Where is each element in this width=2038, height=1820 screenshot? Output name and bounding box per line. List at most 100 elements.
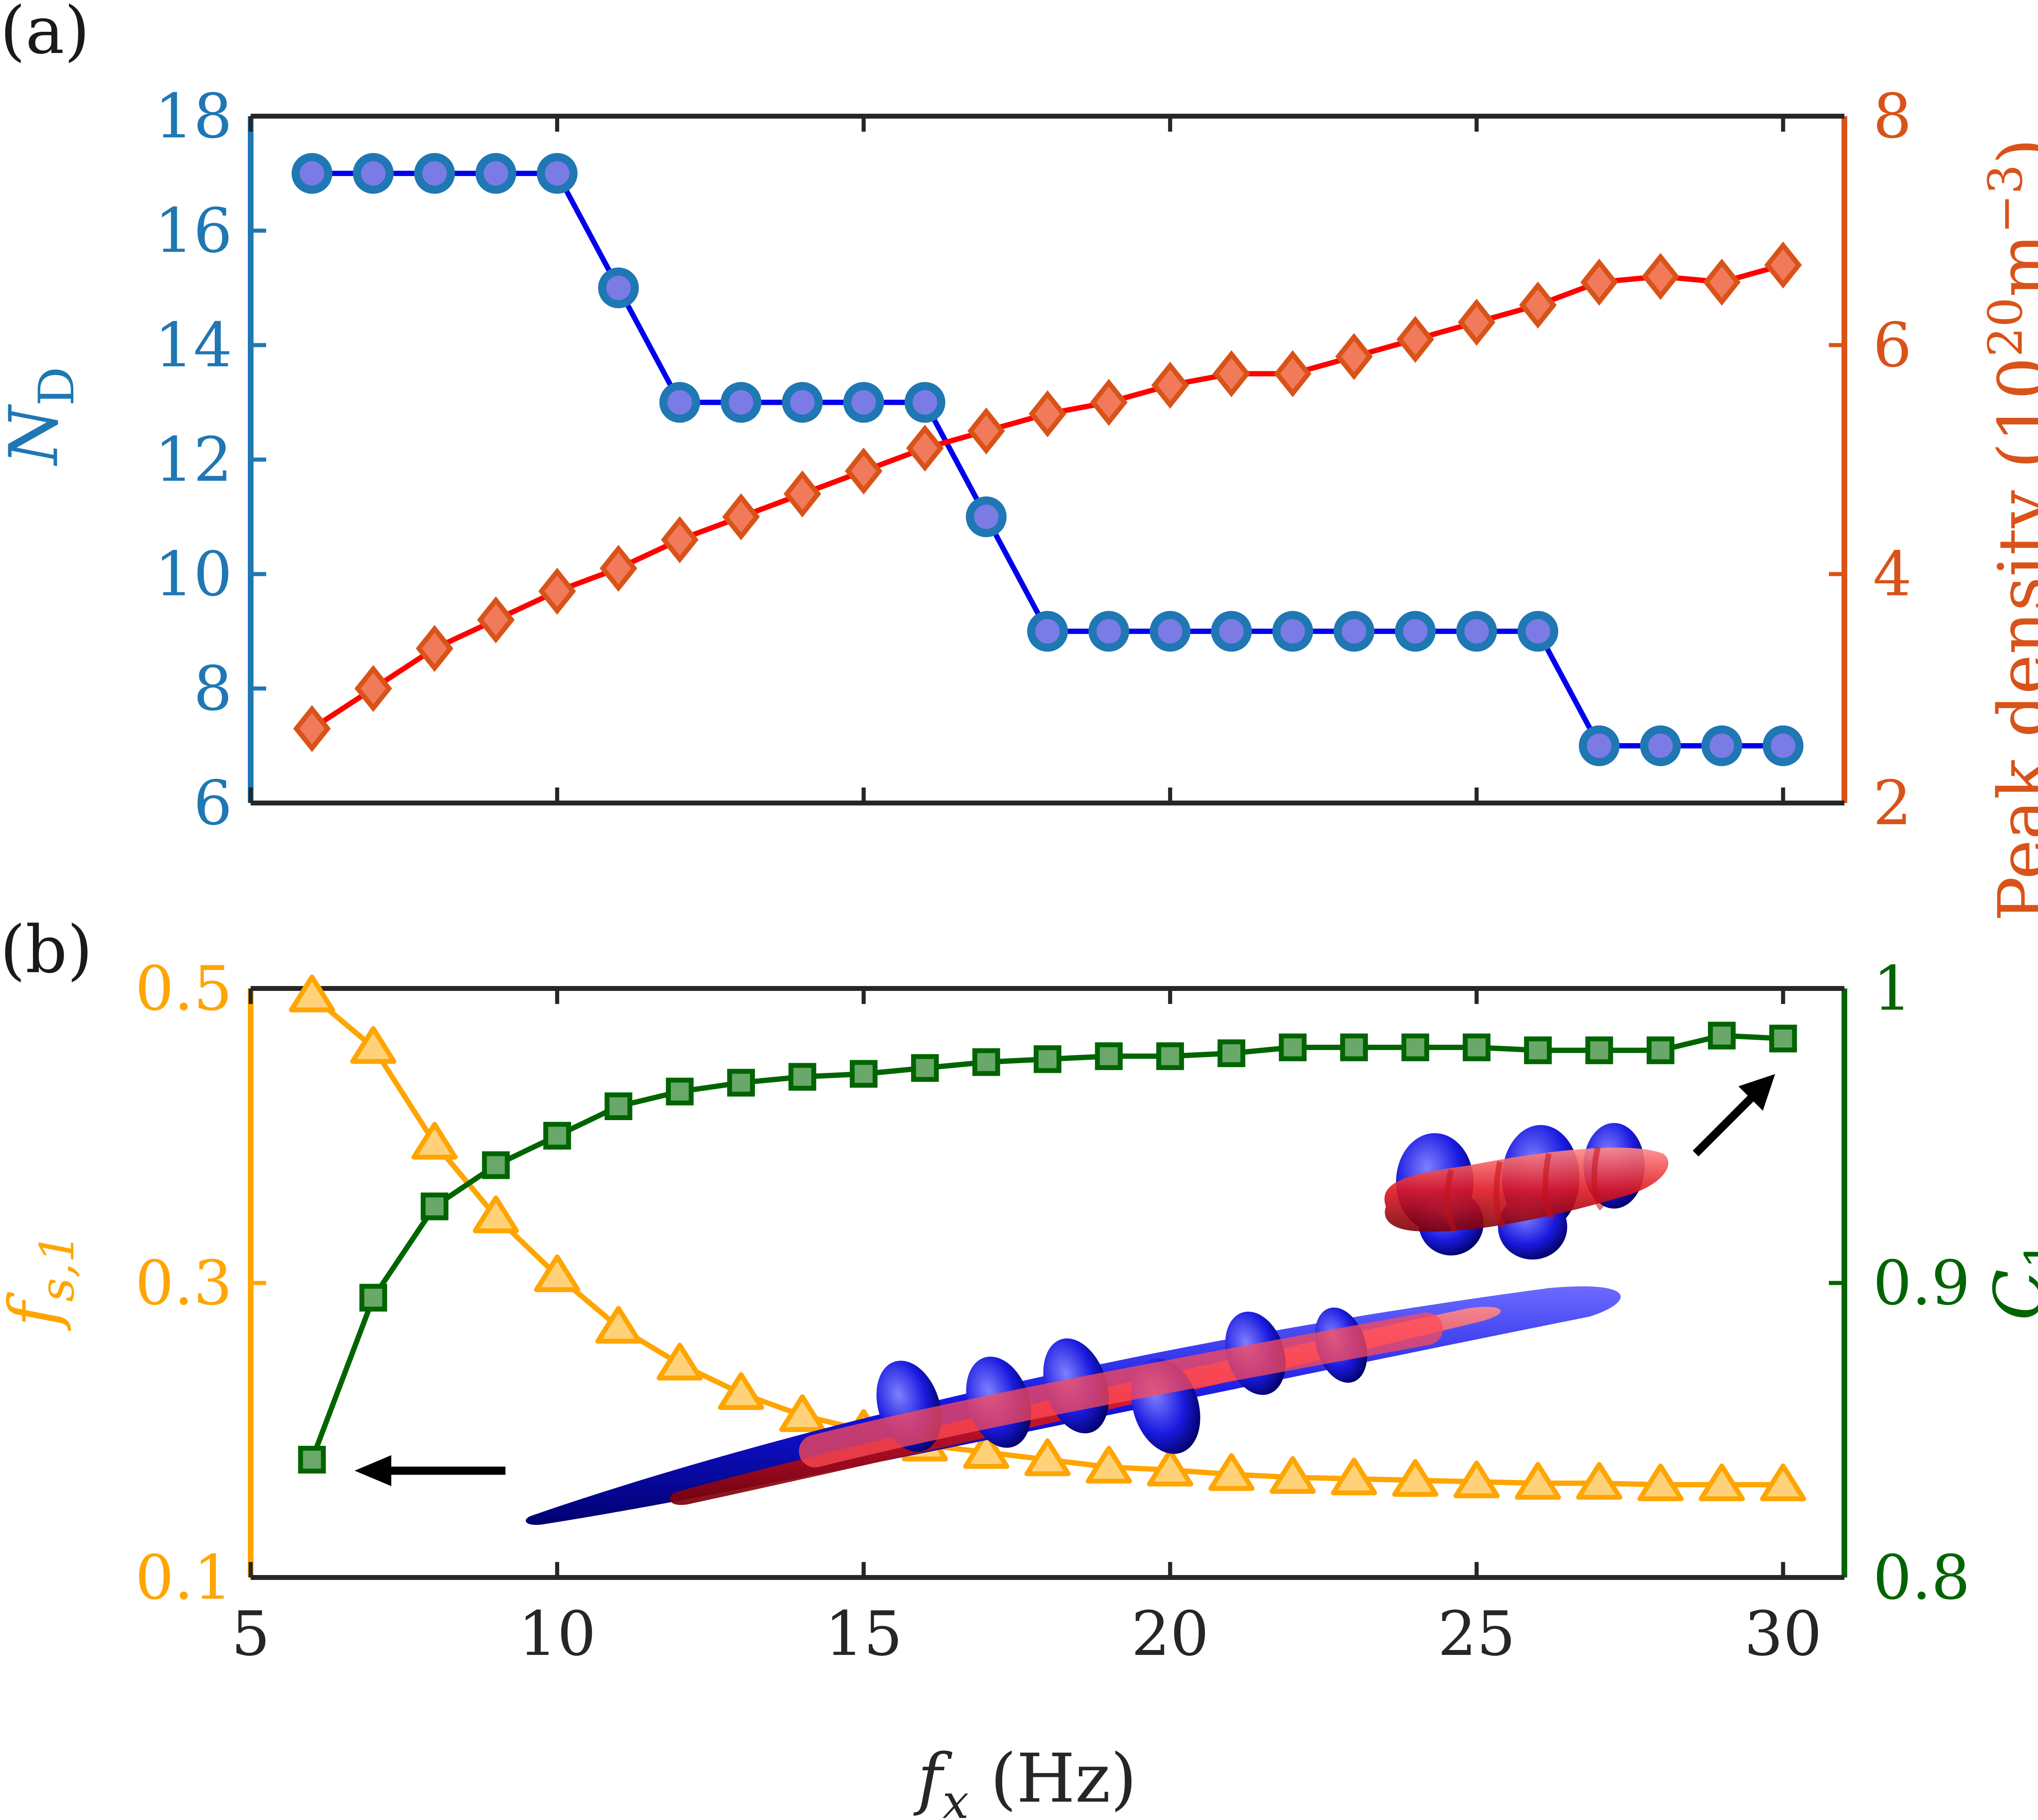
data-point-circle <box>659 382 700 423</box>
data-point-circle <box>1272 611 1313 652</box>
panel-b-x-label-sub: x <box>942 1775 969 1820</box>
data-point-triangle <box>1515 1462 1561 1500</box>
data-point-triangle <box>1024 1438 1071 1476</box>
left-tick-label: 0.3 <box>135 1248 232 1319</box>
panel-b-right-label: C1 <box>1980 1239 2038 1320</box>
data-point-triangle <box>1698 1463 1745 1501</box>
data-point-square <box>543 1122 571 1150</box>
data-point-circle <box>966 496 1007 537</box>
left-tick-label: 16 <box>154 196 232 267</box>
data-point-circle <box>782 382 823 423</box>
data-point-triangle <box>1147 1449 1193 1487</box>
data-point-circle <box>1579 725 1620 766</box>
data-point-square <box>972 1048 1000 1076</box>
data-point-diamond <box>416 625 454 672</box>
data-point-diamond <box>1274 350 1312 397</box>
panel-b-left-label: fs,1 <box>0 1233 85 1331</box>
data-point-square <box>727 1069 755 1097</box>
arrow-left-pointer <box>355 1455 505 1486</box>
panel-a-right-label-unit: m <box>1984 234 2038 297</box>
data-point-square <box>298 1446 326 1474</box>
data-point-square <box>359 1284 387 1312</box>
chart-panel-a: 6 8 10 12 14 16 18 2 4 6 8 ND Peak density (1020m… <box>0 81 2038 922</box>
panel-a-label: (a) <box>0 0 90 68</box>
x-tick-label: 5 <box>231 1599 270 1670</box>
data-point-triangle <box>472 1195 519 1233</box>
right-tick-label: 4 <box>1873 539 1912 610</box>
panel-a-bottom-axis <box>249 788 1844 805</box>
panel-a-left-label: ND <box>0 367 85 467</box>
data-point-triangle <box>1576 1462 1623 1500</box>
left-tick-label: 10 <box>154 539 232 610</box>
data-point-square <box>788 1063 816 1091</box>
panel-a-left-label-main: N <box>0 404 73 466</box>
data-point-diamond <box>1764 241 1802 289</box>
data-point-diamond <box>600 545 637 592</box>
data-point-diamond <box>845 447 882 495</box>
data-point-diamond <box>1151 362 1189 409</box>
density-isosurface-inset-large <box>526 1286 1621 1525</box>
panel-a-right-axis: 2 4 6 8 <box>1829 81 1912 839</box>
panel-a-right-label-main: Peak density (10 <box>1984 357 2038 922</box>
data-point-diamond <box>722 493 760 540</box>
data-point-square <box>1524 1036 1552 1064</box>
data-point-diamond <box>661 516 699 563</box>
data-point-square <box>1279 1033 1307 1061</box>
left-tick-label: 6 <box>194 768 232 839</box>
svg-text:ND: ND <box>0 367 85 467</box>
data-point-circle <box>475 153 516 194</box>
panel-b-right-axis: 0.8 0.9 1 <box>1829 953 1970 1613</box>
data-point-square <box>1156 1042 1184 1070</box>
data-point-circle <box>1149 611 1191 652</box>
data-point-circle <box>1640 725 1681 766</box>
data-point-diamond <box>1028 390 1067 437</box>
data-point-square <box>1340 1033 1368 1061</box>
data-point-diamond <box>1641 253 1679 300</box>
data-point-square <box>666 1077 694 1105</box>
data-point-square <box>911 1054 939 1082</box>
data-point-diamond <box>1580 258 1618 306</box>
x-tick-label: 20 <box>1131 1599 1209 1670</box>
data-point-triangle <box>1454 1460 1500 1498</box>
data-point-diamond <box>293 705 331 752</box>
right-tick-label: 6 <box>1873 310 1912 381</box>
density-isosurface-inset-small <box>1384 1123 1669 1260</box>
data-point-triangle <box>289 975 335 1013</box>
right-tick-label: 0.8 <box>1873 1542 1970 1613</box>
data-point-triangle <box>657 1343 703 1381</box>
panel-b-series <box>289 975 1806 1501</box>
data-point-circle <box>1211 611 1252 652</box>
right-tick-label: 2 <box>1873 768 1912 839</box>
data-point-triangle <box>1760 1463 1806 1501</box>
panel-a-left-label-sub: D <box>29 367 85 406</box>
data-point-diamond <box>1458 298 1495 346</box>
data-point-triangle <box>411 1122 458 1160</box>
data-point-diamond <box>538 567 576 615</box>
data-point-square <box>421 1192 449 1220</box>
left-tick-label: 0.5 <box>135 953 232 1024</box>
data-point-triangle <box>350 1026 397 1064</box>
data-point-circle <box>1762 725 1804 766</box>
data-point-triangle <box>718 1372 764 1410</box>
right-tick-label: 0.9 <box>1873 1248 1970 1319</box>
data-point-circle <box>1456 611 1497 652</box>
x-tick-label: 10 <box>518 1599 596 1670</box>
arrow-upright-pointer <box>1692 1074 1775 1157</box>
data-point-square <box>482 1151 510 1179</box>
series-line-n-d <box>312 170 1783 749</box>
data-point-triangle <box>963 1431 1010 1469</box>
data-point-triangle <box>1269 1456 1316 1494</box>
x-tick-label: 25 <box>1438 1599 1515 1670</box>
data-point-diamond <box>967 407 1005 454</box>
panel-a-top-axis <box>249 114 1844 132</box>
right-tick-label: 1 <box>1873 953 1912 1024</box>
data-point-square <box>1462 1033 1491 1061</box>
data-point-circle <box>598 267 639 309</box>
data-point-circle <box>843 382 884 423</box>
data-point-triangle <box>1392 1459 1438 1497</box>
data-point-circle <box>353 153 394 194</box>
data-point-circle <box>414 153 455 194</box>
data-point-circle <box>1517 611 1559 652</box>
data-point-square <box>1708 1021 1736 1050</box>
